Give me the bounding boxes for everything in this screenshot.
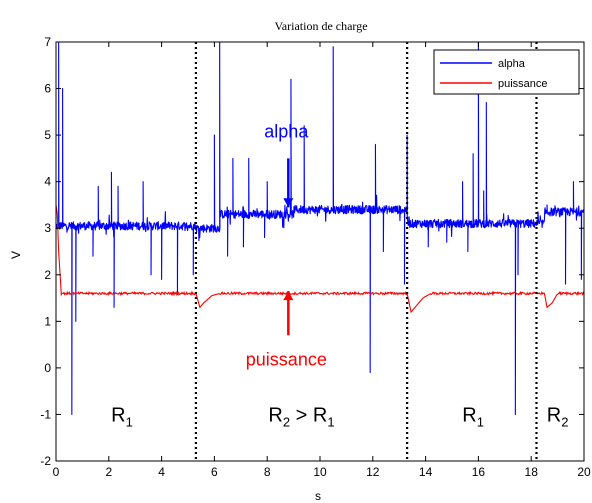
region-label-2: R2 > R1 [268, 404, 334, 429]
y-tick-label: 3 [44, 221, 51, 235]
y-tick-label: 1 [44, 314, 51, 328]
annotation-alpha: alpha [264, 121, 309, 141]
x-tick-label: 18 [525, 465, 539, 479]
y-tick-label: 2 [44, 268, 51, 282]
y-tick-label: 5 [44, 128, 51, 142]
y-tick-label: 4 [44, 175, 51, 189]
annotation-arrowhead-1 [283, 198, 294, 208]
series-layer [55, 41, 585, 415]
region-label-3: R1 [462, 404, 484, 429]
region-label-1: R1 [111, 404, 133, 429]
x-tick-label: 0 [53, 465, 60, 479]
y-axis-title: V [9, 251, 23, 259]
x-axis-title: s [315, 489, 321, 503]
annotation-arrowhead-2 [283, 291, 294, 301]
x-tick-label: 8 [264, 465, 271, 479]
x-tick-label: 16 [472, 465, 486, 479]
plot-background [56, 42, 584, 461]
region-label-4: R2 [547, 404, 569, 429]
y-tick-label: 6 [44, 82, 51, 96]
y-tick-label: -2 [40, 454, 51, 468]
legend: alpha puissance [433, 49, 580, 95]
y-tick-label: -1 [40, 407, 51, 421]
puissance-series-line [55, 204, 585, 314]
x-tick-label: 12 [366, 465, 380, 479]
y-tick-label: 7 [44, 35, 51, 49]
y-tick-label: 0 [44, 361, 51, 375]
x-tick-label: 4 [158, 465, 165, 479]
legend-label-puissance: puissance [498, 78, 548, 90]
overlay-layer: R1 R2 > R1 R1 R2 alpha puissance [111, 42, 568, 461]
x-tick-label: 20 [577, 465, 591, 479]
x-tick-label: 10 [313, 465, 327, 479]
x-tick-label: 14 [419, 465, 433, 479]
x-tick-label: 2 [105, 465, 112, 479]
legend-box [433, 49, 580, 95]
plot-area [56, 42, 584, 461]
annotation-puissance: puissance [246, 350, 327, 370]
legend-label-alpha: alpha [498, 58, 526, 70]
chart-title: Variation de charge [274, 19, 367, 33]
x-tick-label: 6 [211, 465, 218, 479]
alpha-series-line [55, 41, 585, 415]
